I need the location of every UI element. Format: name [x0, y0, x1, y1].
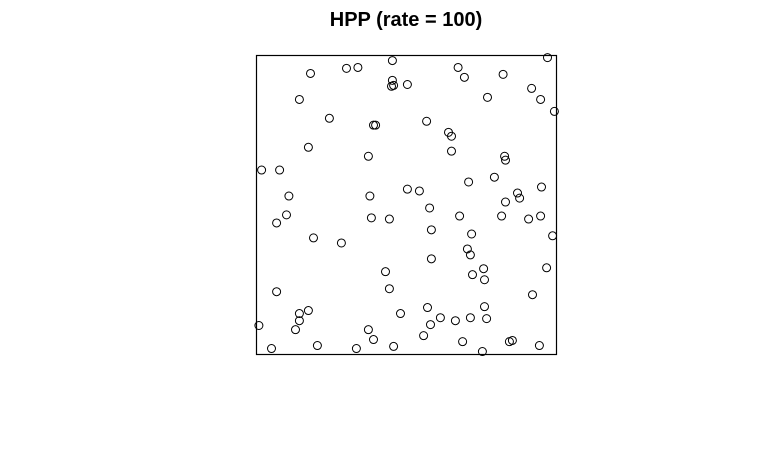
data-point [303, 306, 313, 316]
data-point [513, 188, 522, 198]
data-point [291, 325, 300, 335]
chart-title: HPP (rate = 100) [329, 9, 483, 31]
data-point [389, 341, 399, 351]
data-point [324, 113, 334, 123]
data-point [254, 321, 264, 330]
data-point [267, 344, 276, 354]
data-point [435, 313, 445, 323]
data-point [500, 151, 510, 161]
data-point [467, 229, 477, 239]
data-point [501, 155, 510, 165]
data-point [498, 69, 508, 79]
data-point [351, 344, 361, 354]
data-point [468, 270, 477, 280]
data-point [384, 284, 394, 294]
data-point [465, 313, 475, 323]
data-point [455, 211, 465, 221]
data-point [272, 287, 282, 297]
data-point [422, 116, 432, 126]
data-point [371, 120, 381, 130]
data-point [336, 238, 346, 248]
data-point [387, 75, 397, 85]
data-point [462, 244, 472, 254]
data-point [447, 146, 456, 156]
data-point [303, 142, 313, 152]
data-point [425, 203, 435, 213]
data-point [381, 267, 390, 277]
data-point [426, 320, 435, 330]
data-point [306, 68, 315, 78]
data-point [389, 80, 399, 90]
data-point [453, 62, 463, 72]
data-point [480, 275, 489, 285]
data-point [549, 106, 559, 116]
data-point [366, 213, 376, 223]
data-point [450, 316, 460, 326]
data-point [548, 231, 558, 241]
data-point [272, 218, 282, 228]
data-point [528, 290, 537, 300]
data-point [309, 233, 318, 243]
data-point [542, 263, 552, 273]
data-point [257, 165, 267, 175]
data-point [414, 186, 424, 196]
data-point [312, 341, 322, 351]
data-point [537, 182, 546, 192]
points-layer [254, 53, 559, 357]
data-point [524, 214, 534, 224]
data-point [507, 335, 517, 345]
data-point [387, 56, 397, 66]
data-point [458, 337, 468, 347]
data-point [459, 72, 469, 82]
data-point [426, 225, 436, 235]
data-point [501, 197, 510, 207]
data-point [489, 172, 499, 182]
data-point [365, 191, 375, 201]
data-point [536, 211, 546, 221]
data-point [369, 335, 378, 345]
data-point [480, 302, 489, 312]
data-point [363, 151, 373, 161]
data-point [342, 63, 351, 73]
data-point [402, 184, 412, 194]
data-point [464, 177, 474, 187]
data-point [282, 210, 291, 220]
data-point [369, 120, 378, 130]
data-point [497, 211, 507, 221]
data-point [477, 347, 487, 357]
data-point [426, 254, 436, 264]
data-point [363, 325, 373, 335]
data-point [284, 191, 294, 201]
data-point [479, 264, 489, 274]
data-point [534, 341, 544, 351]
data-point [423, 303, 432, 313]
data-point [353, 62, 363, 72]
data-point [465, 250, 475, 260]
data-point [402, 80, 412, 89]
data-point [482, 314, 492, 324]
data-point [275, 165, 285, 175]
data-point [294, 94, 304, 104]
data-point [294, 316, 304, 326]
data-point [419, 331, 429, 341]
data-point [396, 309, 405, 319]
data-point [536, 94, 546, 104]
data-point [483, 92, 492, 102]
data-point [447, 131, 456, 141]
plot-frame [255, 54, 558, 356]
data-point [294, 309, 304, 319]
data-point [527, 83, 537, 93]
data-point [515, 193, 525, 203]
data-point [543, 53, 552, 63]
data-point [384, 214, 394, 224]
